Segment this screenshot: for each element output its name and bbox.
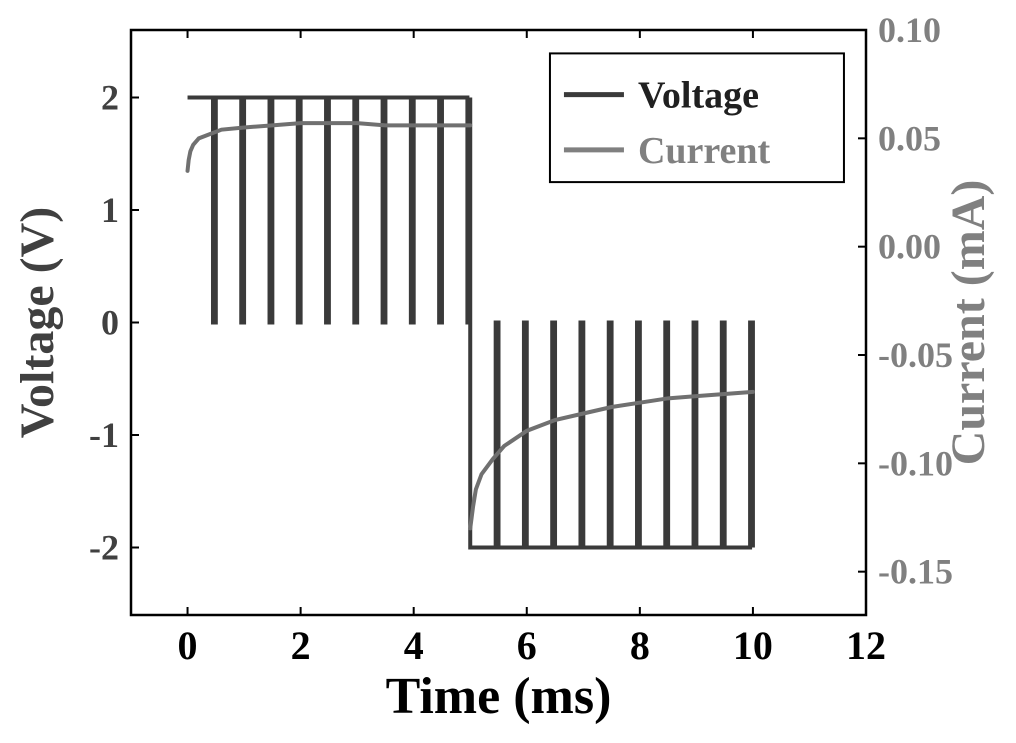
legend-label: Current bbox=[638, 130, 771, 172]
x-tick-label: 6 bbox=[517, 623, 537, 668]
x-tick-label: 10 bbox=[733, 623, 773, 668]
x-tick-label: 2 bbox=[291, 623, 311, 668]
chart-container: 024681012-2-1012-0.15-0.10-0.050.000.050… bbox=[0, 0, 1016, 743]
legend-label: Voltage bbox=[638, 75, 759, 117]
x-tick-label: 4 bbox=[404, 623, 424, 668]
yr-tick-label: -0.15 bbox=[878, 552, 953, 592]
y-right-title: Current (mA) bbox=[942, 180, 995, 466]
y-left-title: Voltage (V) bbox=[11, 207, 64, 439]
x-tick-label: 8 bbox=[630, 623, 650, 668]
yl-tick-label: 2 bbox=[101, 78, 119, 118]
chart-svg: 024681012-2-1012-0.15-0.10-0.050.000.050… bbox=[0, 0, 1016, 743]
yl-tick-label: 1 bbox=[101, 190, 119, 230]
x-tick-label: 0 bbox=[178, 623, 198, 668]
yr-tick-label: 0.00 bbox=[878, 227, 941, 267]
yr-tick-label: 0.10 bbox=[878, 10, 941, 50]
yl-tick-label: -2 bbox=[89, 528, 119, 568]
x-axis-title: Time (ms) bbox=[386, 668, 612, 725]
yr-tick-label: 0.05 bbox=[878, 118, 941, 158]
yl-tick-label: -1 bbox=[89, 415, 119, 455]
x-tick-label: 12 bbox=[846, 623, 886, 668]
yl-tick-label: 0 bbox=[101, 303, 119, 343]
